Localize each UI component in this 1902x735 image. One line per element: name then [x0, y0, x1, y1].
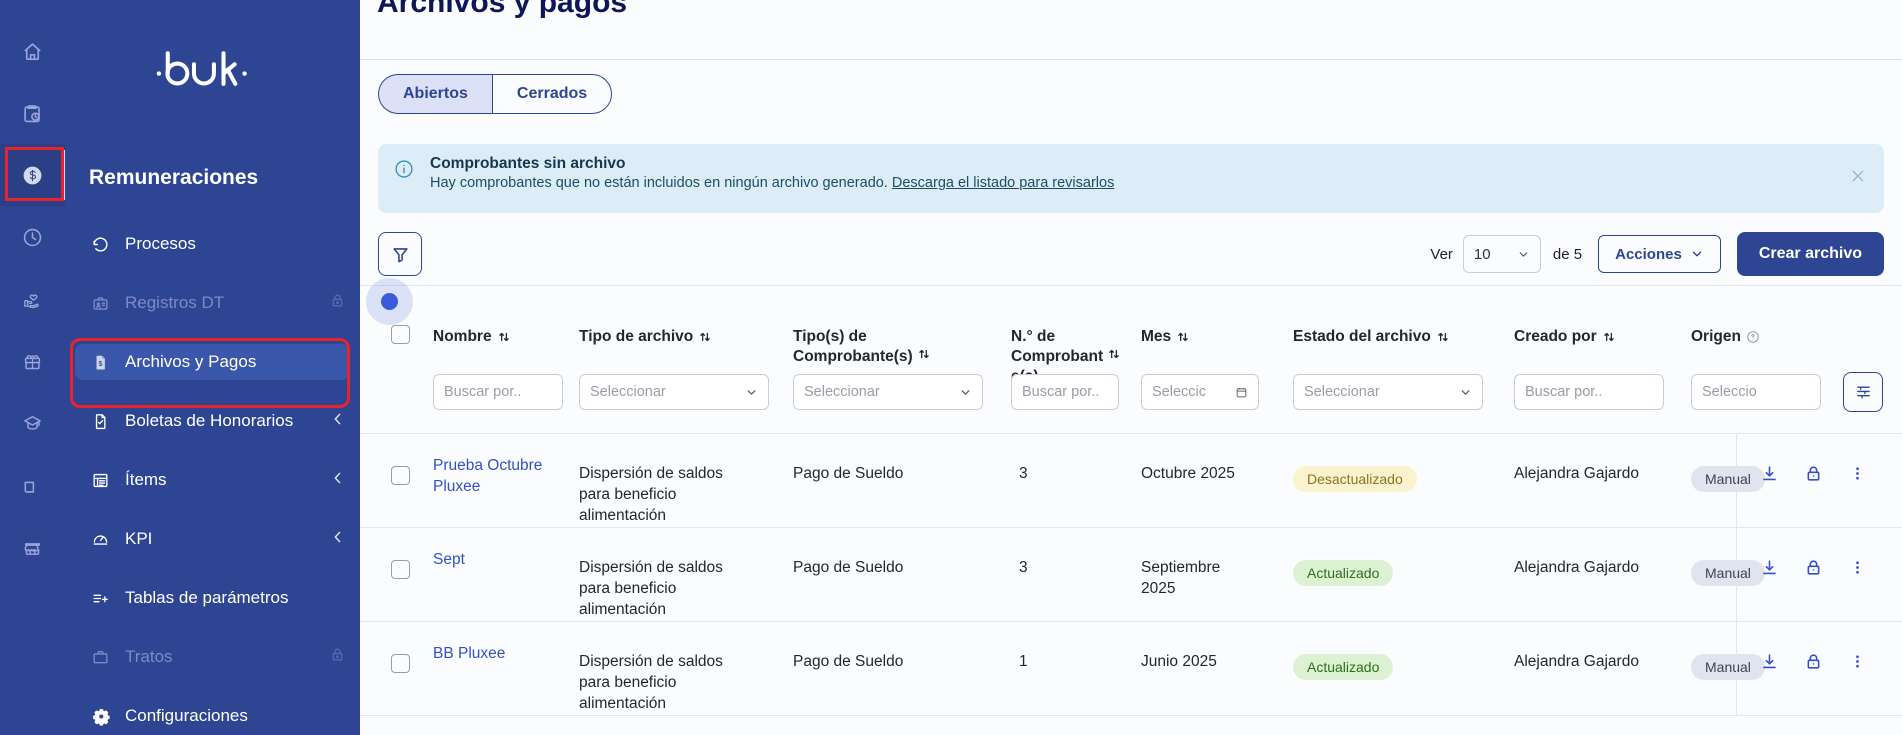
svg-text:$: $	[98, 360, 102, 368]
